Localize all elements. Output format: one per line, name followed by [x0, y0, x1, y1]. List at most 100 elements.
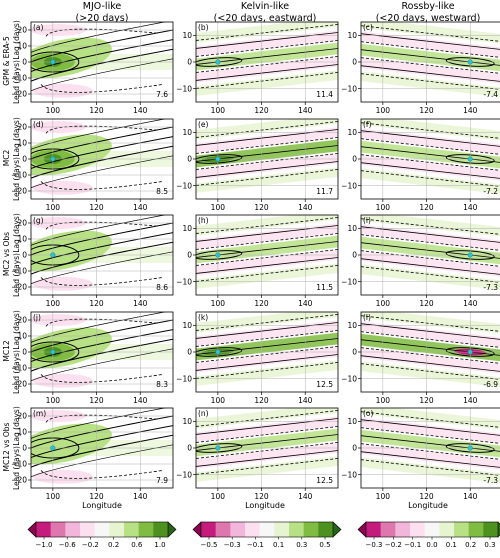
contour-line: [196, 450, 338, 467]
xtick-label: 100: [46, 492, 61, 501]
ytick-label: 20: [17, 316, 27, 325]
row-label-3: MC2 vs Obs Lag (days) Lead (days): [2, 213, 21, 297]
contour-negative: [196, 346, 338, 363]
contour-negative: [361, 138, 500, 155]
ytick-label: 10: [347, 128, 357, 137]
contour-negative: [196, 314, 338, 331]
contour-line: [361, 162, 500, 179]
base-point-marker: [50, 156, 56, 162]
xtick-label: 120: [254, 492, 269, 501]
panel-field: [196, 22, 338, 102]
col-title-1-line2: (>20 days): [76, 13, 129, 24]
panel-label: (f): [363, 120, 372, 129]
colorbar-segment: [80, 522, 95, 537]
contour-line: [196, 154, 243, 164]
contour-negative: [40, 374, 164, 383]
contour-negative: [196, 426, 338, 443]
contour-line: [196, 57, 243, 67]
contour-line: [196, 443, 243, 453]
ytick-label: −10: [341, 277, 357, 286]
panel-label: (g): [33, 216, 44, 225]
xtick-label: 140: [298, 299, 313, 308]
anomaly-negative: [32, 83, 93, 98]
contour-line: [445, 154, 495, 164]
ytick-label: 10: [182, 31, 192, 40]
panel-field: [196, 312, 338, 392]
contour-negative: [45, 125, 159, 134]
ytick-label: 0: [187, 251, 192, 260]
ytick-label: 0: [22, 444, 27, 453]
ytick-label: −10: [11, 460, 27, 469]
ytick-label: −20: [11, 380, 27, 389]
phase-speed-label: 12.5: [316, 380, 333, 389]
contour-line: [196, 161, 338, 178]
anomaly-stripe: [361, 215, 500, 237]
xtick-label: 120: [89, 492, 104, 501]
contour-negative: [361, 57, 500, 74]
colorbar-tick-label: 0.2: [465, 541, 476, 549]
xtick-label: 140: [298, 203, 313, 212]
base-point-marker: [215, 445, 221, 451]
ytick-label: −10: [176, 181, 192, 190]
contour-line: [445, 347, 495, 357]
row-label-2-lag: Lag (days): [12, 117, 21, 157]
xtick-label: 100: [211, 396, 226, 405]
colorbar-segment: [245, 522, 260, 537]
contour-line: [361, 435, 500, 452]
colorbar-extend-low: [192, 521, 202, 538]
anomaly-stripe: [361, 22, 500, 44]
contour-line: [361, 226, 500, 243]
contour-negative: [196, 56, 338, 73]
base-point-marker: [50, 252, 56, 258]
ytick-label: 10: [17, 332, 27, 341]
contour-negative: [196, 265, 338, 282]
contour-line: [31, 319, 173, 353]
ytick-label: 20: [17, 412, 27, 421]
contour-negative: [196, 362, 338, 379]
ytick-label: −10: [11, 364, 27, 373]
col-title-2-line1: Kelvin-like: [241, 1, 289, 12]
contour-line: [196, 347, 243, 357]
anomaly-stripe: [361, 71, 500, 97]
xtick-label: 100: [376, 396, 391, 405]
contour-negative: [45, 221, 159, 230]
colorbar-tick-label: −0.2: [82, 541, 99, 549]
colorbar-tick-label: 0.1: [273, 541, 284, 549]
colorbar-segment: [439, 522, 455, 537]
contour-negative: [361, 443, 500, 460]
ytick-label: 0: [187, 444, 192, 453]
row-label-2-name: MC2: [2, 150, 11, 167]
ytick-label: 10: [182, 224, 192, 233]
base-point-marker: [215, 156, 221, 162]
contour-line: [361, 65, 500, 82]
colorbar-tick-label: −0.5: [201, 541, 218, 549]
colorbar-tick-label: 0.0: [426, 541, 437, 549]
xtick-label: 140: [133, 396, 148, 405]
contour-line: [361, 339, 500, 356]
colorbar-1: −1.0 −0.6 −0.2 0.2 0.6 1.0: [27, 521, 177, 549]
phase-speed-label: -7.4: [483, 90, 498, 99]
contour-negative: [361, 41, 500, 58]
contour-negative: [196, 233, 338, 250]
contour-negative: [196, 330, 338, 347]
colorbar-tick-label: 0.3: [484, 541, 495, 549]
anomaly-stripe: [361, 457, 500, 483]
contour-negative: [45, 318, 159, 327]
colorbar-segment: [259, 522, 275, 537]
ytick-label: 0: [187, 348, 192, 357]
ytick-label: 10: [17, 235, 27, 244]
contour-line: [196, 64, 338, 81]
contour-line: [31, 126, 173, 160]
colorbar-segment: [201, 522, 216, 537]
contour-line: [445, 250, 495, 260]
contour-negative: [361, 73, 500, 90]
colorbar-segment: [483, 522, 499, 537]
panel-field: [196, 119, 338, 199]
col-title-3-line2: (<20 days, westward): [376, 13, 481, 24]
contour-negative: [361, 266, 500, 283]
